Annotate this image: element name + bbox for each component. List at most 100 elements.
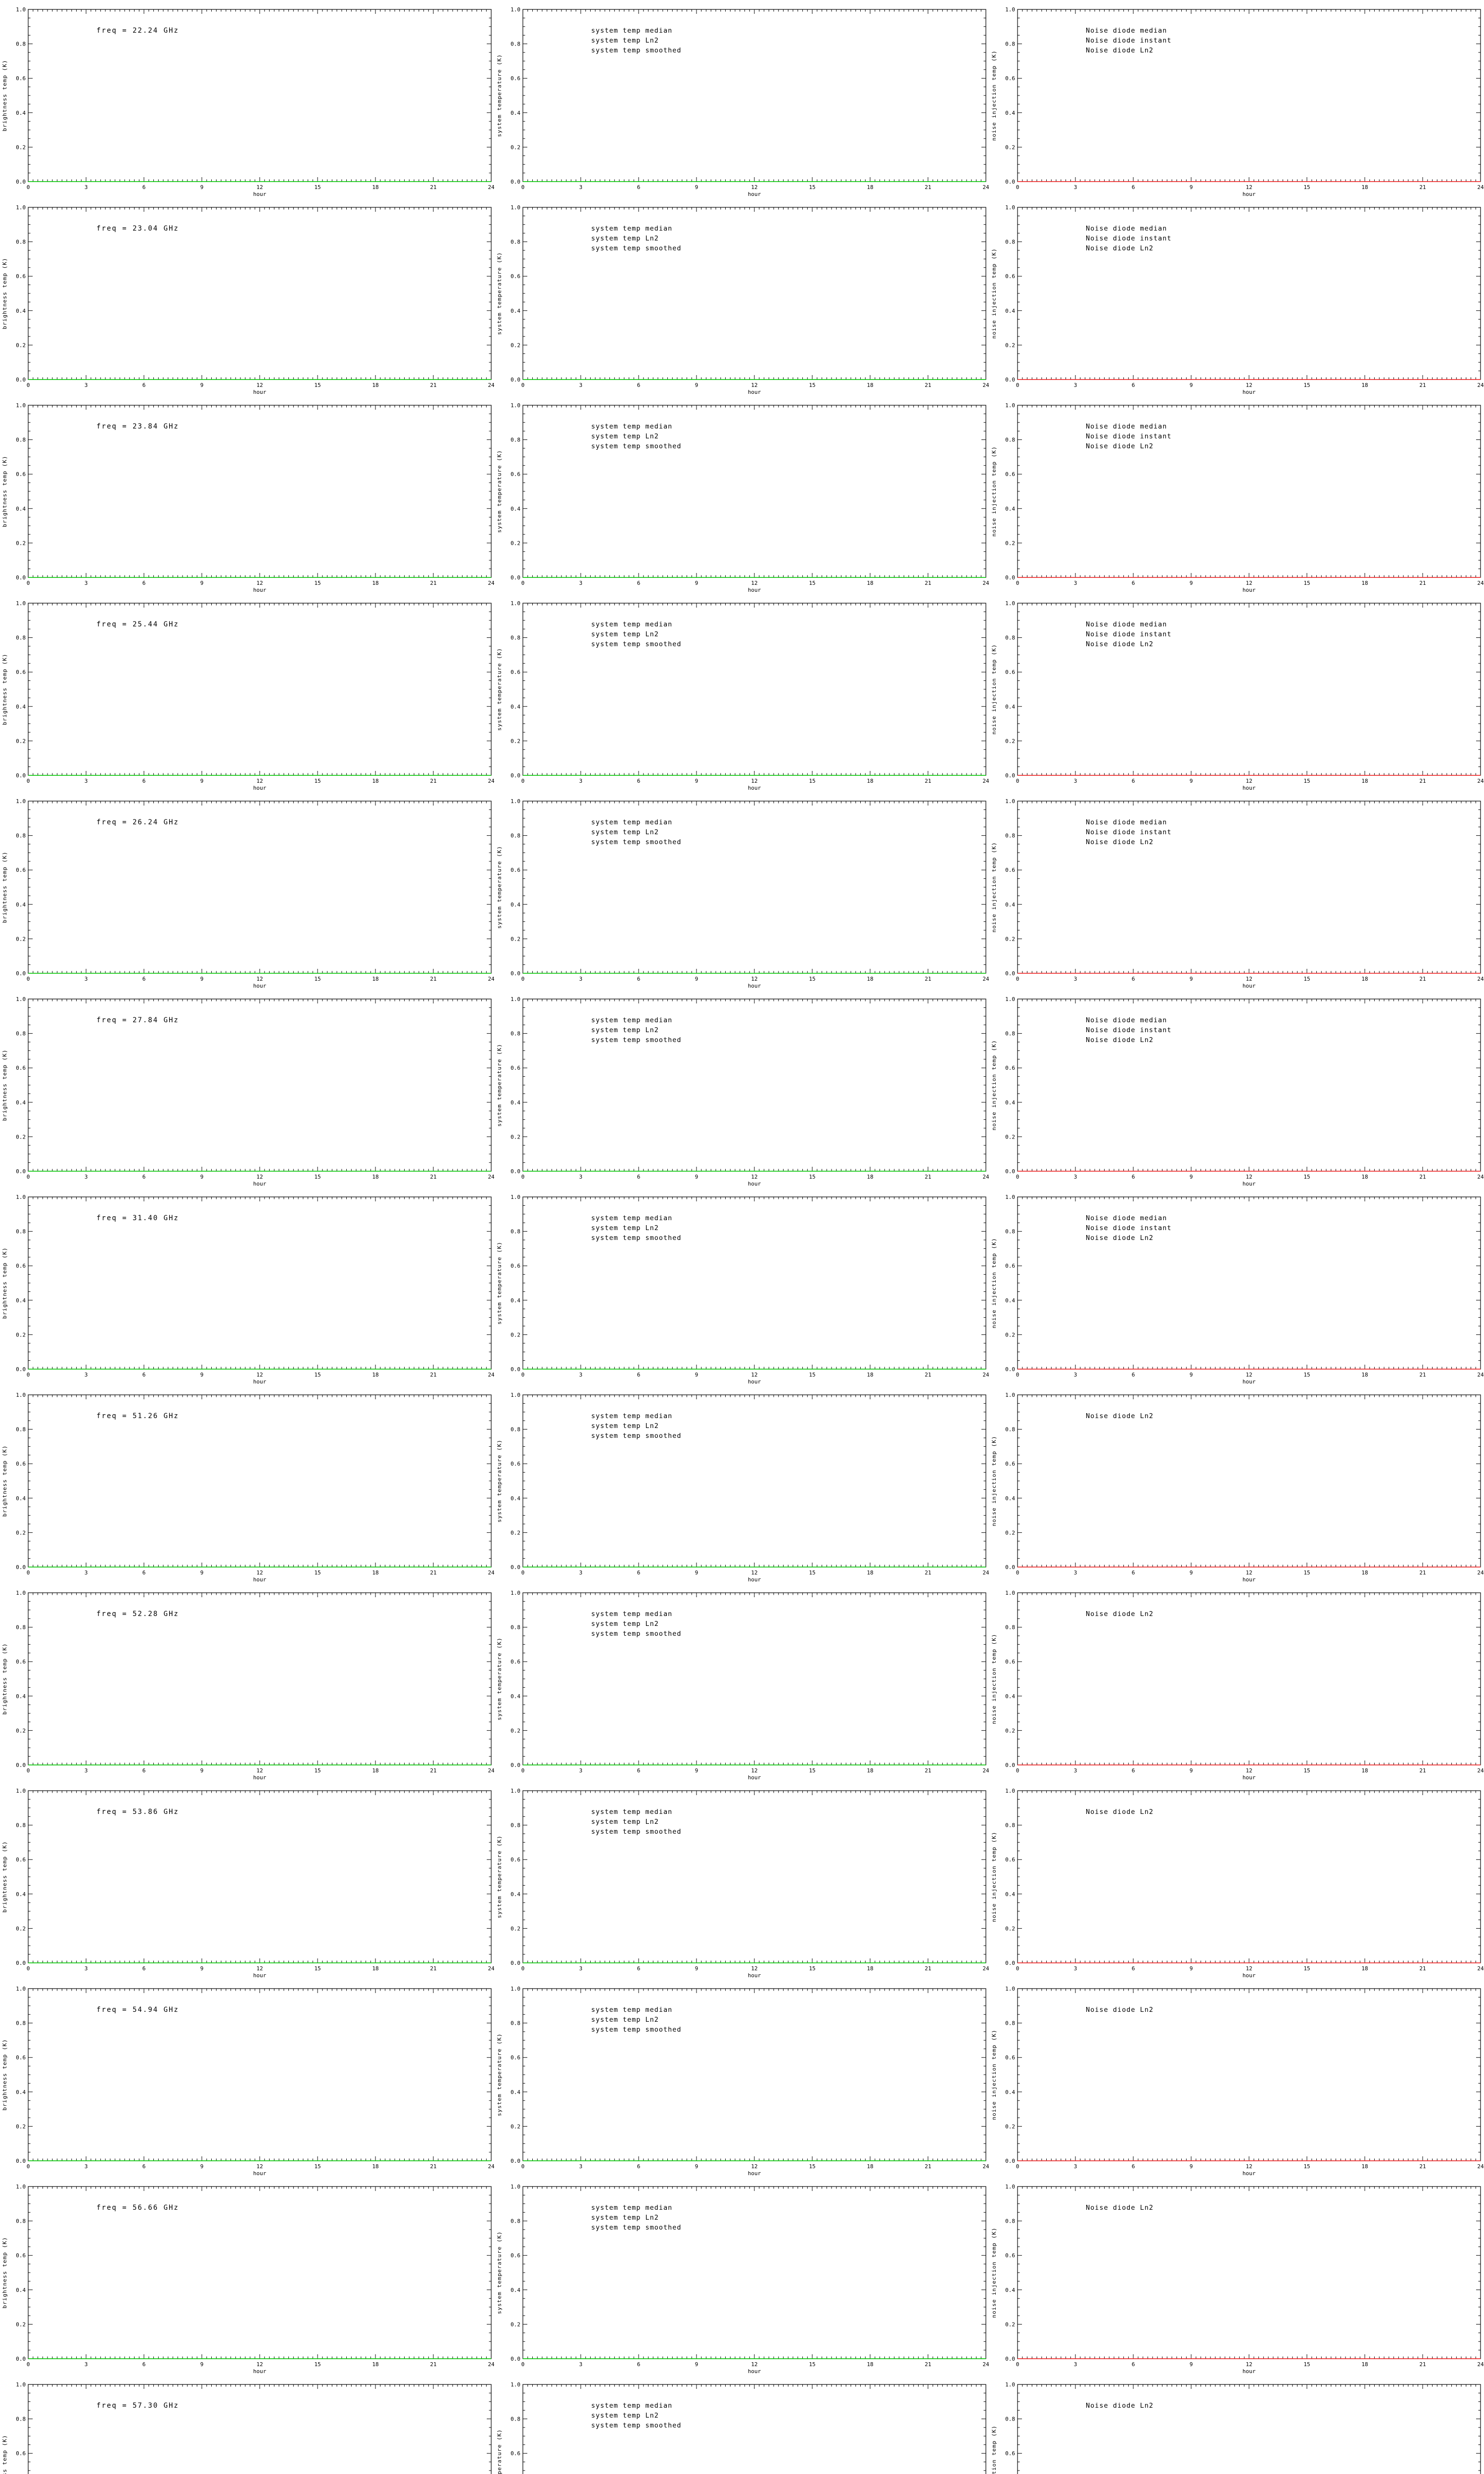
x-tick-label: 0 — [521, 778, 525, 784]
legend-entry: Noise diode Ln2 — [1086, 244, 1154, 252]
x-axis-label: hour — [1243, 1972, 1256, 1979]
x-axis-label: hour — [253, 389, 267, 395]
legend-entry: system temp smoothed — [591, 442, 682, 450]
legend-entry: system temp Ln2 — [591, 630, 659, 638]
y-tick-label: 0.6 — [510, 2054, 520, 2061]
x-tick-label: 6 — [142, 1174, 146, 1180]
x-tick-label: 6 — [1132, 1372, 1135, 1378]
axis-ticks — [28, 9, 492, 182]
plot-r10-noise-injection: 0.0 0.2 0.4 0.6 0.8 1.0 0 3 6 9 12 15 18 21 24 hour nois… — [991, 1788, 1484, 1979]
y-tick-label: 0.0 — [1005, 1366, 1015, 1373]
x-axis-label: hour — [748, 1576, 761, 1583]
y-tick-label: 0.6 — [16, 2054, 26, 2061]
legend-entry: Noise diode median — [1086, 1016, 1167, 1024]
legend-entry: system temp Ln2 — [591, 828, 659, 836]
y-tick-label: 0.0 — [1005, 2356, 1015, 2362]
legend-entry: system temp smoothed — [591, 1630, 682, 1638]
x-axis-label: hour — [1243, 389, 1256, 395]
y-axis-label: noise injection temp (K) — [991, 1040, 997, 1131]
x-axis-label: hour — [253, 983, 267, 989]
y-tick-label: 0.0 — [1005, 377, 1015, 383]
x-tick-label: 0 — [521, 2361, 525, 2368]
legend-entry: Noise diode median — [1086, 818, 1167, 826]
y-tick-label: 0.2 — [16, 144, 26, 150]
y-tick-label: 0.4 — [16, 1891, 26, 1898]
legend-entry: system temp Ln2 — [591, 1026, 659, 1034]
x-tick-label: 18 — [867, 184, 873, 190]
y-axis-label: system temperature (K) — [496, 1835, 503, 1918]
x-tick-label: 24 — [1477, 1965, 1484, 1972]
x-tick-label: 12 — [256, 976, 263, 982]
x-tick-label: 6 — [1132, 184, 1135, 190]
y-axis-label: noise injection temp (K) — [991, 1238, 997, 1329]
y-tick-label: 1.0 — [1005, 1788, 1015, 1794]
x-tick-label: 0 — [521, 1965, 525, 1972]
x-tick-label: 12 — [751, 976, 757, 982]
x-tick-label: 12 — [1246, 580, 1252, 586]
y-tick-label: 0.4 — [1005, 1495, 1015, 1502]
y-tick-label: 0.0 — [1005, 772, 1015, 779]
x-axis-label: hour — [253, 785, 267, 791]
legend-entry: Noise diode Ln2 — [1086, 2204, 1154, 2212]
x-tick-label: 3 — [1074, 778, 1077, 784]
freq-label: freq = 31.40 GHz — [96, 1214, 179, 1222]
legend-entry: Noise diode Ln2 — [1086, 47, 1154, 54]
y-tick-label: 0.2 — [510, 1134, 520, 1140]
y-tick-label: 0.4 — [510, 110, 520, 116]
y-tick-label: 1.0 — [16, 1788, 26, 1794]
y-tick-label: 0.2 — [1005, 1332, 1015, 1338]
y-tick-label: 0.0 — [16, 377, 26, 383]
x-tick-label: 21 — [430, 976, 436, 982]
y-tick-label: 0.2 — [1005, 2123, 1015, 2130]
y-tick-label: 0.0 — [16, 970, 26, 977]
y-tick-label: 0.6 — [1005, 1263, 1015, 1269]
x-tick-label: 21 — [430, 1965, 436, 1972]
y-tick-label: 0.6 — [510, 669, 520, 675]
x-tick-label: 3 — [85, 976, 88, 982]
x-tick-label: 15 — [809, 1965, 815, 1972]
x-tick-label: 21 — [430, 2361, 436, 2368]
y-tick-label: 0.6 — [16, 75, 26, 82]
y-axis-label: system temperature (K) — [496, 2231, 503, 2314]
x-tick-label: 21 — [925, 2163, 931, 2170]
plot-frame — [522, 1196, 986, 1370]
legend-entry: system temp smoothed — [591, 838, 682, 846]
y-tick-label: 0.8 — [510, 41, 520, 48]
x-tick-label: 3 — [1074, 2361, 1077, 2368]
y-axis-label: system temperature (K) — [496, 648, 503, 731]
x-tick-label: 18 — [372, 2163, 378, 2170]
y-tick-label: 0.6 — [510, 471, 520, 477]
y-tick-label: 0.8 — [510, 2416, 520, 2423]
y-tick-label: 0.4 — [16, 506, 26, 512]
x-tick-label: 9 — [695, 1767, 698, 1774]
x-tick-label: 18 — [1361, 778, 1368, 784]
x-tick-label: 15 — [314, 778, 321, 784]
x-tick-label: 3 — [1074, 382, 1077, 388]
x-tick-label: 0 — [1016, 1372, 1020, 1378]
y-tick-label: 0.4 — [1005, 1297, 1015, 1304]
y-tick-label: 0.0 — [510, 179, 520, 185]
x-tick-label: 6 — [637, 382, 641, 388]
y-tick-label: 0.6 — [16, 1263, 26, 1269]
y-axis-label: system temperature (K) — [496, 1241, 503, 1325]
x-tick-label: 3 — [579, 1372, 583, 1378]
x-tick-label: 6 — [1132, 1767, 1135, 1774]
y-tick-label: 1.0 — [1005, 2381, 1015, 2388]
plot-r7-brightness: 0.0 0.2 0.4 0.6 0.8 1.0 0 3 6 9 12 15 18 21 24 hour brig… — [1, 1194, 495, 1385]
y-tick-label: 0.2 — [510, 144, 520, 150]
y-tick-label: 0.6 — [510, 1461, 520, 1467]
plot-r2-system-temperature: 0.0 0.2 0.4 0.6 0.8 1.0 0 3 6 9 12 15 18 21 24 hour syst… — [496, 204, 989, 395]
legend-entry: system temp smoothed — [591, 47, 682, 54]
x-tick-label: 3 — [1074, 1965, 1077, 1972]
plot-frame — [522, 9, 986, 182]
y-tick-label: 0.6 — [1005, 1856, 1015, 1863]
y-tick-label: 0.0 — [16, 574, 26, 581]
plot-frame — [28, 999, 492, 1172]
x-tick-label: 21 — [925, 382, 931, 388]
x-tick-label: 21 — [925, 1174, 931, 1180]
x-axis-label: hour — [748, 983, 761, 989]
freq-label: freq = 23.84 GHz — [96, 423, 179, 430]
plot-r9-system-temperature: 0.0 0.2 0.4 0.6 0.8 1.0 0 3 6 9 12 15 18 21 24 hour syst… — [496, 1590, 989, 1781]
y-tick-label: 0.6 — [16, 471, 26, 477]
plot-frame — [522, 1394, 986, 1568]
